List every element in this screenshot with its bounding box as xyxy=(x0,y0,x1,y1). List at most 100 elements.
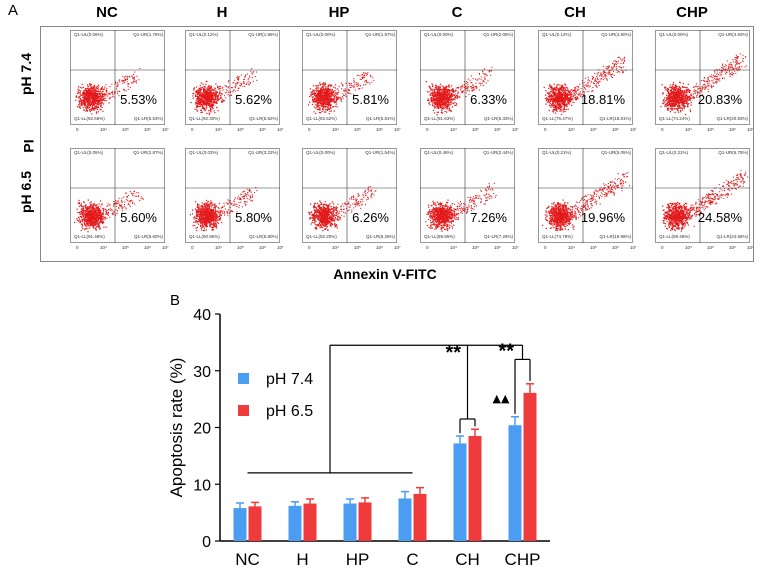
scatter-dots xyxy=(420,30,515,125)
x-tick-label: 10⁶ xyxy=(612,245,619,250)
panel-b-letter: B xyxy=(170,292,181,309)
x-tick-label: 0 xyxy=(661,245,664,250)
bar-h-ph65 xyxy=(303,503,317,541)
flow-plot-r1-c1: Q1-UL(0.03%) Q1-UR(3.22%) Q1-LL(90.96%) Q1-… xyxy=(185,148,284,250)
quadrant-label-ur: Q1-UR(1.96%) xyxy=(248,32,278,37)
bar-hp-ph65 xyxy=(358,502,372,541)
x-tick-label: 10⁵ xyxy=(590,245,597,250)
quadrant-label-ur: Q1-UR(3.22%) xyxy=(248,150,278,155)
x-tick-label: 10⁵ xyxy=(707,245,714,250)
bar-h-ph74 xyxy=(288,505,302,541)
apoptosis-percent: 5.80% xyxy=(235,210,272,225)
error-bar xyxy=(306,498,314,504)
quadrant-label-ul: Q1-UL(0.12%) xyxy=(542,32,572,37)
flow-plot-r0-c5: Q1-UL(0.00%) Q1-UR(4.93%) Q1-LL(74.24%) Q1-… xyxy=(655,30,754,132)
quadrant-label-lr: Q1-LR(5.62%) xyxy=(248,116,278,121)
x-tick-label: 10⁷ xyxy=(277,245,284,250)
quadrant-label-ul: Q1-UL(0.03%) xyxy=(189,150,219,155)
legend-swatch xyxy=(238,373,249,384)
quadrant-label-ul: Q1-UL(0.21%) xyxy=(542,150,572,155)
error-bar xyxy=(251,501,259,507)
quadrant-label-ur: Q1-UR(2.44%) xyxy=(483,150,513,155)
quadrant-label-ul: Q1-UL(0.12%) xyxy=(189,32,219,37)
quadrant-label-ur: Q1-UR(5.05%) xyxy=(601,150,631,155)
x-tick-label: 10⁵ xyxy=(122,127,129,132)
x-tick-label: 10⁴ xyxy=(332,127,339,132)
significance-label: ** xyxy=(499,340,515,362)
bar-chart-b: 0 10 20 30 40 Apoptosis rate (%) NC H HP C CH CHP pH… xyxy=(167,307,550,569)
column-header-chp: CHP xyxy=(676,4,708,21)
quadrant-label-ur: Q1-UR(1.57%) xyxy=(365,32,395,37)
x-tick-label: 10⁷ xyxy=(630,245,637,250)
x-tick-label: 10⁴ xyxy=(215,245,222,250)
quadrant-label-ll: Q1-LL(90.96%) xyxy=(189,234,220,239)
quadrant-label-ur: Q1-UR(2.87%) xyxy=(133,150,163,155)
error-bar xyxy=(291,501,299,506)
scatter-dots xyxy=(302,30,397,125)
x-tick-label: 10⁶ xyxy=(259,127,266,132)
quadrant-label-ul: Q1-UL(0.00%) xyxy=(306,32,336,37)
error-bar xyxy=(361,497,369,503)
x-tick-label: 10⁵ xyxy=(237,245,244,250)
quadrant-label-lr: Q1-LR(5.80%) xyxy=(248,234,278,239)
quadrant-label-ur: Q1-UR(4.93%) xyxy=(718,32,748,37)
x-tick-label: 0 xyxy=(76,245,79,250)
x-tick-label: 0 xyxy=(308,245,311,250)
x-tick-label: 0 xyxy=(426,127,429,132)
x-tick-label: 0 xyxy=(544,127,547,132)
flow-plot-r1-c4: Q1-UL(0.21%) Q1-UR(5.05%) Q1-LL(74.78%) Q1-… xyxy=(538,148,637,250)
x-axis-label-annexin: Annexin V-FITC xyxy=(333,266,437,282)
x-tick-label: 10⁵ xyxy=(354,245,361,250)
scatter-dots xyxy=(655,30,750,125)
x-tick-label: 10⁷ xyxy=(394,245,401,250)
flow-plot-r1-c3: Q1-UL(0.46%) Q1-UR(2.44%) Q1-LL(89.85%) Q1-… xyxy=(420,148,519,250)
quadrant-label-lr: Q1-LR(24.58%) xyxy=(716,234,748,239)
scatter-dots xyxy=(538,148,633,243)
x-tick-label: 0 xyxy=(191,127,194,132)
flow-plot-r0-c2: Q1-UL(0.00%) Q1-UR(1.57%) Q1-LL(92.62%) Q1-… xyxy=(302,30,401,132)
legend-label: pH 6.5 xyxy=(266,403,313,420)
x-tick-label: 10⁵ xyxy=(707,127,714,132)
quadrant-label-ur: Q1-UR(2.05%) xyxy=(483,32,513,37)
x-tick-label: 10⁴ xyxy=(450,245,457,250)
panel-a-frame xyxy=(40,26,754,262)
x-tick-label: 10⁶ xyxy=(376,245,383,250)
error-bar xyxy=(456,435,464,444)
flow-plot-r1-c5: Q1-UL(0.21%) Q1-UR(5.75%) Q1-LL(69.46%) Q1-… xyxy=(655,148,754,250)
y-tick-label: 40 xyxy=(193,307,211,324)
quadrant-label-ul: Q1-UL(0.00%) xyxy=(424,32,454,37)
x-tick-label: 10⁵ xyxy=(354,127,361,132)
apoptosis-percent: 5.81% xyxy=(352,92,389,107)
column-header-ch: CH xyxy=(564,4,586,21)
x-tick-label: 10⁴ xyxy=(100,127,107,132)
x-tick-label: 10⁶ xyxy=(494,127,501,132)
scatter-dots xyxy=(655,148,750,243)
quadrant-label-lr: Q1-LR(18.81%) xyxy=(599,116,631,121)
x-tick-label: 10⁴ xyxy=(450,127,457,132)
flow-plot-r0-c0: Q1-UL(0.06%) Q1-UR(1.76%) Q1-LL(92.66%) Q1-… xyxy=(70,30,169,132)
quadrant-label-lr: Q1-LR(20.83%) xyxy=(716,116,748,121)
legend-label: pH 7.4 xyxy=(266,371,313,388)
bar-ch-ph65 xyxy=(468,436,482,541)
quadrant-label-ul: Q1-UL(0.46%) xyxy=(424,150,454,155)
error-bar xyxy=(416,486,424,494)
x-tick-label: 10⁷ xyxy=(512,127,519,132)
y-axis-title: Apoptosis rate (%) xyxy=(167,358,186,498)
x-tick-label: 10⁵ xyxy=(122,245,129,250)
x-tick-label: 10⁶ xyxy=(144,245,151,250)
quadrant-label-lr: Q1-LR(7.26%) xyxy=(483,234,513,239)
apoptosis-percent: 5.62% xyxy=(235,92,272,107)
quadrant-label-ur: Q1-UR(4.60%) xyxy=(601,32,631,37)
quadrant-label-ll: Q1-LL(92.66%) xyxy=(74,116,105,121)
bar-c-ph65 xyxy=(413,493,427,541)
x-tick-label-chp: CHP xyxy=(505,550,541,569)
x-tick-label: 10⁷ xyxy=(747,127,754,132)
x-tick-label: 10⁶ xyxy=(612,127,619,132)
quadrant-label-ul: Q1-UL(0.05%) xyxy=(74,150,104,155)
apoptosis-percent: 7.26% xyxy=(470,210,507,225)
x-tick-label: 10⁷ xyxy=(277,127,284,132)
row-label-ph65: pH 6.5 xyxy=(18,171,34,214)
x-tick-label: 10⁶ xyxy=(259,245,266,250)
x-tick-label: 10⁶ xyxy=(494,245,501,250)
bar-hp-ph74 xyxy=(343,503,357,541)
